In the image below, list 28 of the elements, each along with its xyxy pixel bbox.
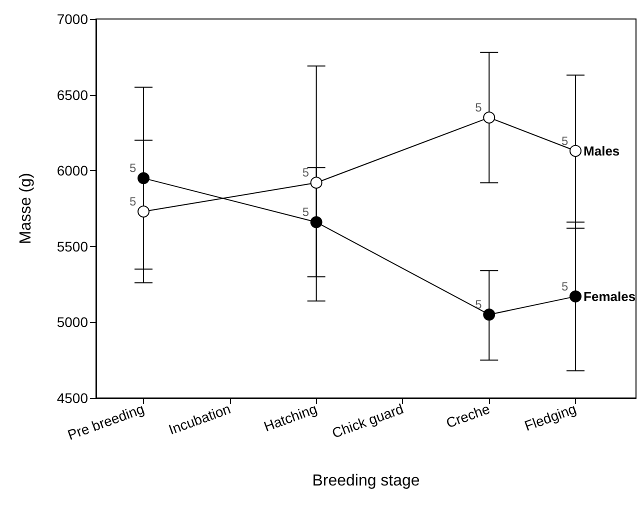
y-tick-label: 6000: [56, 162, 88, 179]
y-tick-label: 7000: [56, 11, 88, 27]
annotation: 5: [562, 134, 569, 148]
point: [310, 216, 322, 228]
x-tick-label: Creche: [444, 400, 492, 431]
point: [138, 172, 150, 184]
y-tick-label: 5500: [56, 238, 88, 254]
y-axis-title: Masse (g): [18, 172, 34, 244]
y-tick-label: 4500: [56, 390, 88, 406]
series-label: Males: [584, 143, 620, 158]
point: [570, 144, 582, 157]
annotation: 5: [475, 298, 482, 312]
y-tick-label: 5000: [56, 314, 88, 330]
x-axis-title: Breeding stage: [312, 472, 420, 490]
annotation: 5: [475, 100, 482, 115]
point: [310, 176, 322, 189]
point: [570, 290, 582, 302]
annotation: 5: [302, 205, 310, 220]
point: [483, 112, 496, 124]
annotation: 5: [130, 161, 137, 176]
series-label: Females: [584, 288, 636, 304]
annotation: 5: [302, 166, 310, 180]
x-tick-label: Chick guard: [330, 400, 406, 442]
annotation: 5: [130, 194, 137, 209]
point: [138, 206, 150, 218]
y-tick-label: 6500: [56, 86, 88, 103]
point: [483, 308, 496, 321]
annotation: 5: [562, 279, 569, 294]
